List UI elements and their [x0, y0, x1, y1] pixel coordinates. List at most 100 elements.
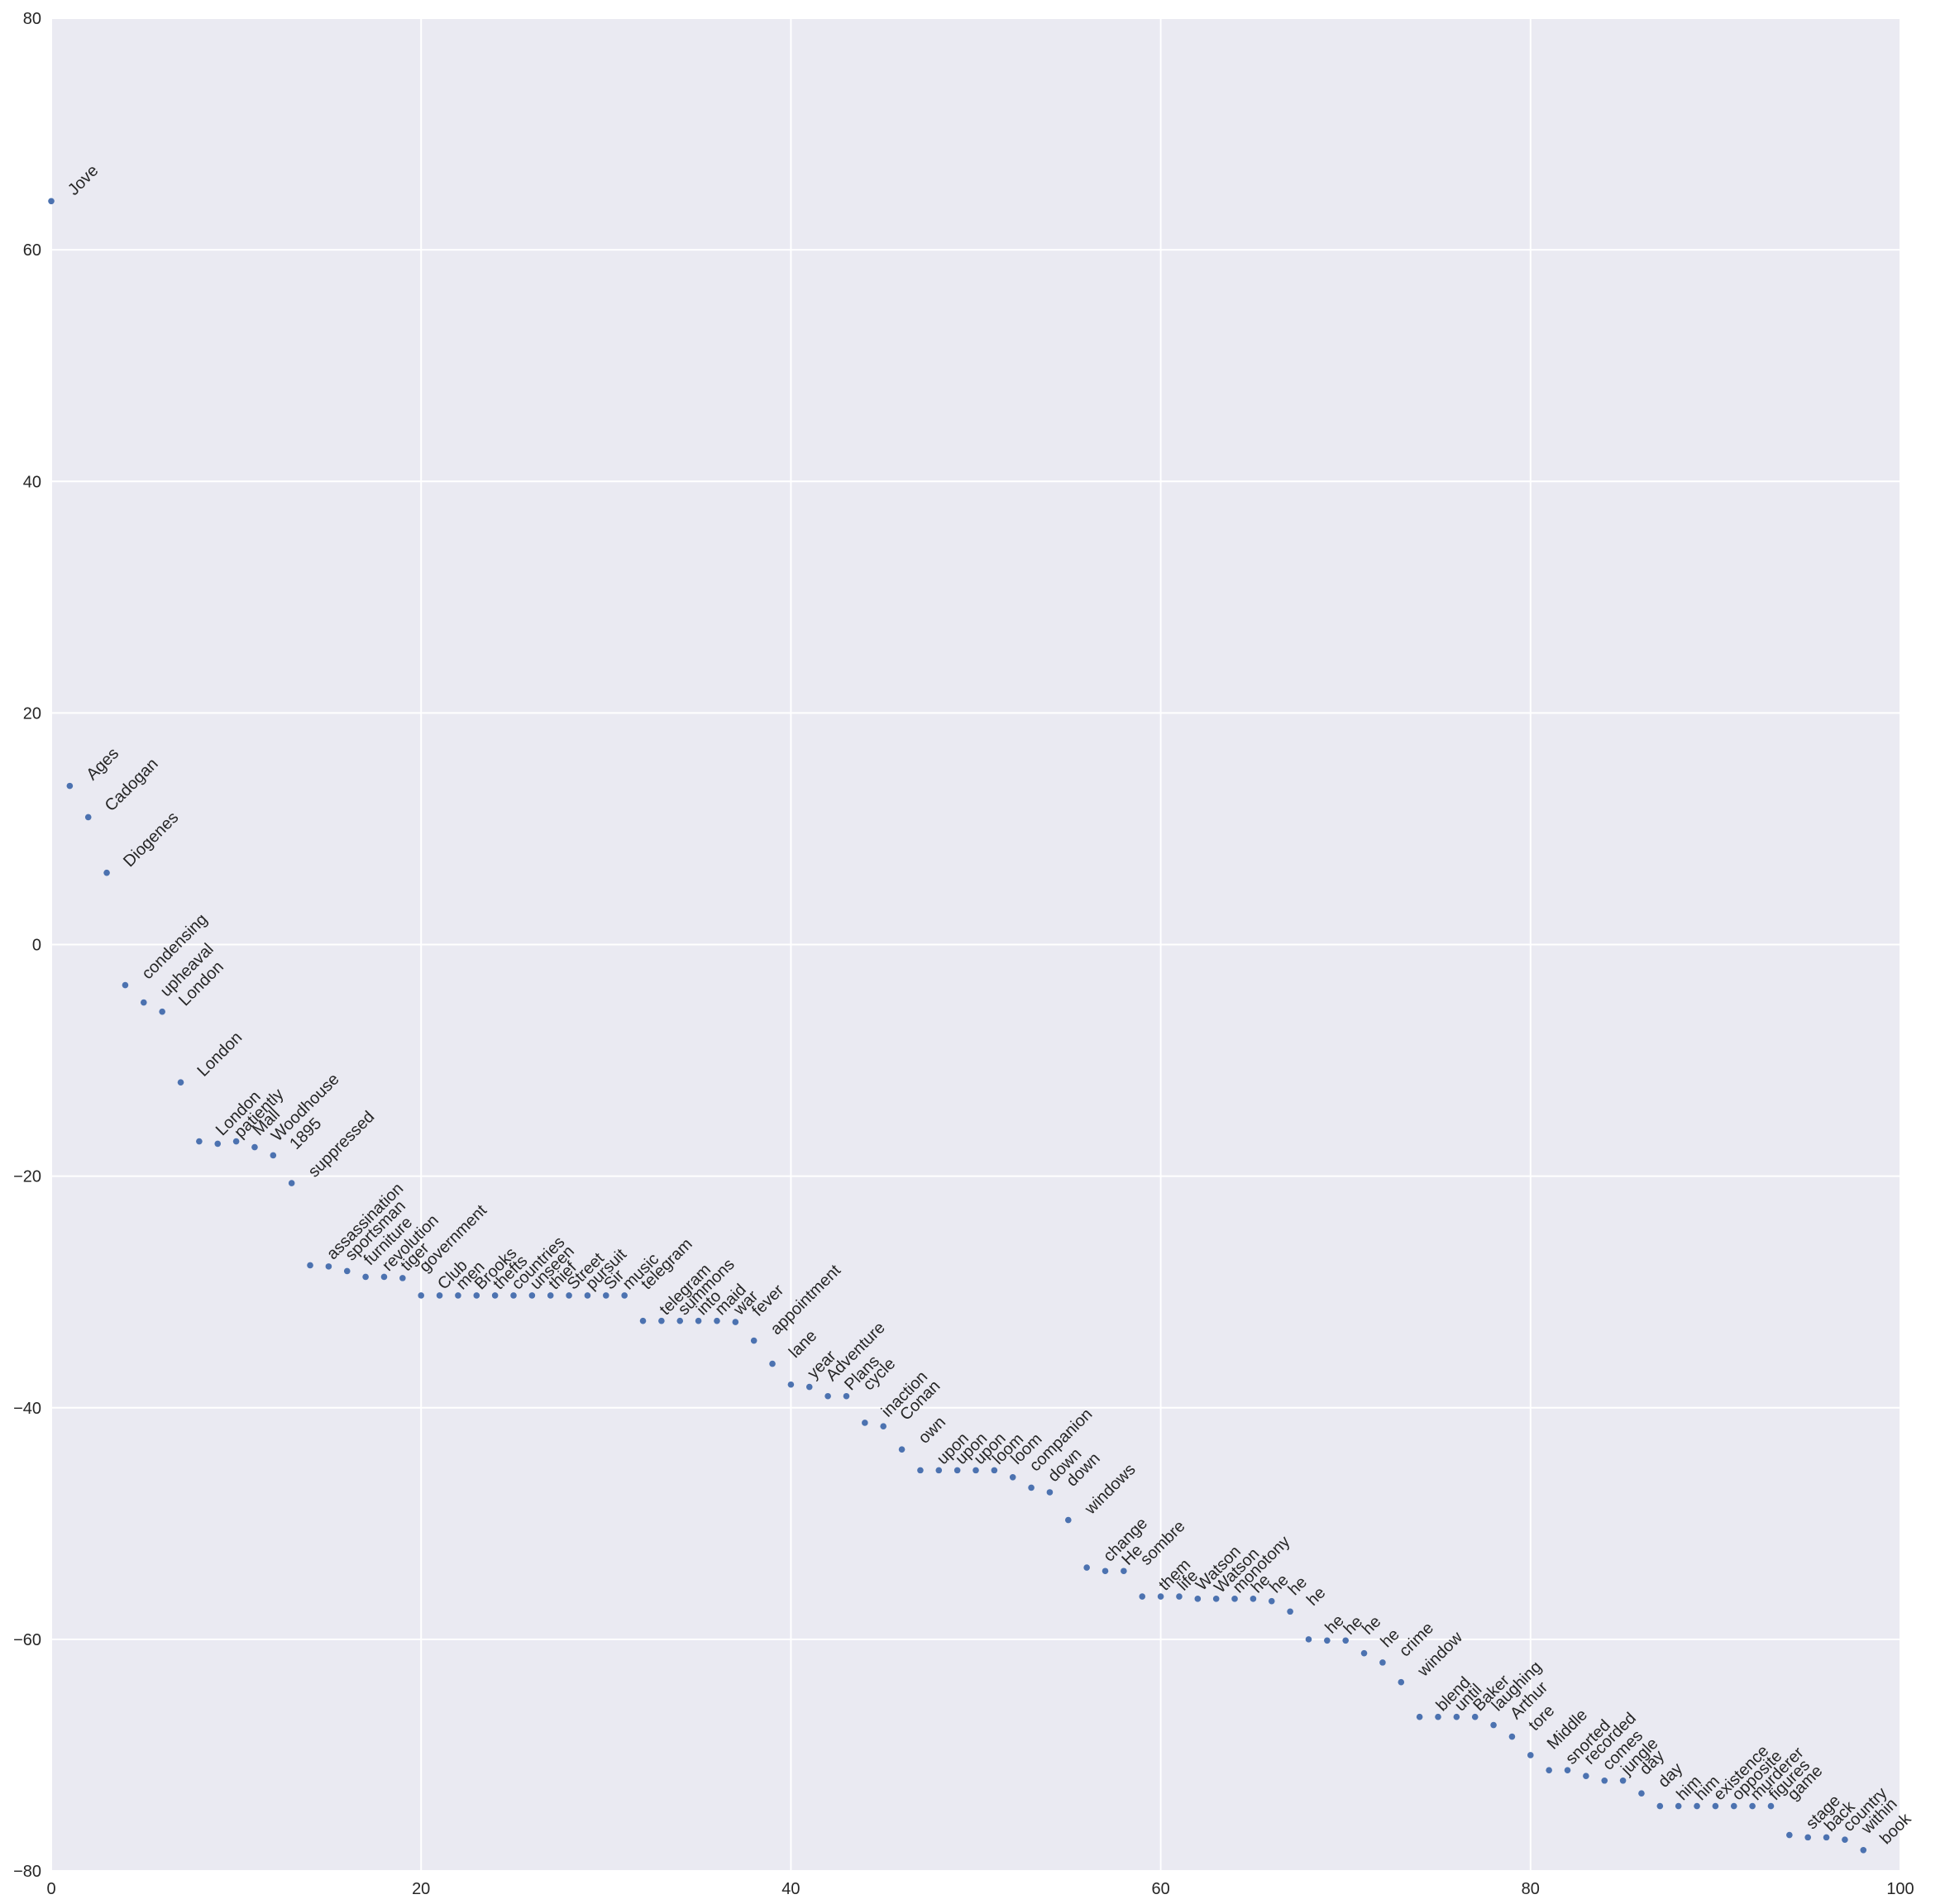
- data-point: [603, 1292, 609, 1299]
- data-point: [1842, 1836, 1848, 1843]
- data-point: [1823, 1834, 1830, 1841]
- data-point: [1065, 1516, 1072, 1524]
- data-point: [1121, 1568, 1127, 1575]
- data-point: [1749, 1802, 1756, 1810]
- data-point: [1675, 1802, 1682, 1810]
- data-point: [1028, 1484, 1035, 1491]
- data-point: [1176, 1593, 1183, 1600]
- data-point: [325, 1263, 332, 1270]
- data-point: [270, 1152, 277, 1159]
- data-point: [824, 1392, 831, 1400]
- data-point: [418, 1292, 424, 1299]
- data-point: [769, 1360, 776, 1367]
- data-point: [584, 1292, 591, 1299]
- data-point: [455, 1292, 461, 1299]
- data-point: [232, 1138, 240, 1145]
- data-point: [1009, 1473, 1016, 1481]
- data-point: [1619, 1777, 1627, 1784]
- data-point: [991, 1467, 998, 1474]
- data-points: [48, 198, 1867, 1854]
- data-point: [1860, 1846, 1867, 1854]
- data-point: [48, 198, 55, 205]
- data-point: [1268, 1597, 1275, 1605]
- data-point: [122, 981, 129, 989]
- data-point: [66, 782, 74, 790]
- data-point: [880, 1423, 886, 1429]
- data-point: [362, 1273, 369, 1281]
- data-point: [1231, 1596, 1238, 1602]
- data-point: [399, 1275, 406, 1281]
- data-point: [917, 1467, 924, 1474]
- y-tick-label: −60: [13, 1631, 41, 1649]
- data-point: [177, 1079, 184, 1086]
- y-tick-label: 80: [23, 10, 41, 28]
- data-point: [1102, 1568, 1109, 1575]
- data-point: [935, 1467, 943, 1474]
- data-point: [1804, 1834, 1811, 1841]
- data-point: [566, 1292, 572, 1299]
- data-point: [787, 1381, 795, 1388]
- data-point: [436, 1292, 443, 1299]
- data-point: [1139, 1593, 1146, 1600]
- y-tick-label: −20: [13, 1168, 41, 1186]
- data-point: [1730, 1802, 1737, 1810]
- data-point: [1564, 1767, 1571, 1773]
- grid-lines: [50, 17, 1901, 1872]
- data-point: [1583, 1773, 1589, 1779]
- data-point: [862, 1420, 868, 1426]
- data-point: [473, 1292, 480, 1299]
- data-point: [528, 1292, 536, 1299]
- data-point: [1453, 1713, 1460, 1720]
- x-tick-label: 40: [781, 1880, 800, 1898]
- data-point: [972, 1467, 979, 1474]
- x-tick-label: 20: [412, 1880, 430, 1898]
- data-point: [307, 1262, 313, 1269]
- data-point: [1305, 1636, 1312, 1643]
- data-point: [1416, 1713, 1423, 1720]
- axis-ticks: 0 20 40 60 80 100 −80 −60 −40 −20 0 20 40 60 80: [13, 10, 1914, 1898]
- y-tick-label: 20: [23, 704, 41, 723]
- data-point: [1324, 1637, 1331, 1644]
- data-point: [1379, 1659, 1386, 1666]
- data-point: [898, 1446, 906, 1453]
- y-tick-label: 60: [23, 241, 41, 260]
- data-point: [510, 1292, 517, 1299]
- data-point: [1471, 1713, 1479, 1720]
- data-point: [1287, 1608, 1293, 1615]
- data-point: [1157, 1593, 1164, 1600]
- data-point: [1194, 1596, 1202, 1602]
- data-point: [658, 1317, 665, 1324]
- data-point: [953, 1467, 961, 1474]
- data-point: [214, 1140, 222, 1148]
- data-point: [1342, 1637, 1349, 1644]
- x-tick-label: 100: [1886, 1880, 1914, 1898]
- data-point: [1212, 1596, 1220, 1602]
- data-point: [1656, 1802, 1664, 1810]
- data-point: [84, 814, 92, 821]
- data-point: [843, 1392, 850, 1400]
- y-tick-label: −80: [13, 1863, 41, 1881]
- data-point: [1527, 1752, 1534, 1758]
- data-point: [103, 869, 110, 876]
- data-point: [714, 1317, 720, 1324]
- data-point: [1601, 1777, 1608, 1784]
- data-point: [343, 1267, 351, 1275]
- data-point: [621, 1292, 628, 1299]
- data-point: [1767, 1802, 1775, 1810]
- y-tick-label: 0: [32, 937, 41, 955]
- x-tick-label: 0: [46, 1880, 55, 1898]
- data-point: [1490, 1721, 1497, 1729]
- data-point: [750, 1337, 757, 1344]
- data-point: [159, 1008, 165, 1015]
- data-point: [805, 1383, 813, 1391]
- data-point: [251, 1143, 258, 1151]
- y-tick-label: −40: [13, 1400, 41, 1418]
- data-point: [1398, 1678, 1405, 1686]
- data-point: [676, 1317, 684, 1324]
- data-point: [1546, 1767, 1552, 1773]
- data-point: [288, 1180, 295, 1186]
- data-point: [1435, 1713, 1441, 1720]
- y-tick-label: 40: [23, 473, 41, 491]
- data-point: [1712, 1802, 1719, 1810]
